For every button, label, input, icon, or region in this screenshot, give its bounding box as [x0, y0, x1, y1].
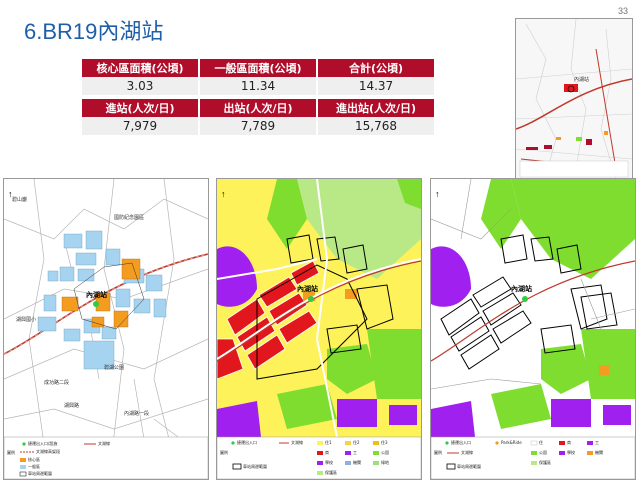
- left-legend-item-6: 車站周邊範圍: [28, 470, 52, 476]
- right-legend-title: 圖例: [434, 449, 442, 455]
- middle-legend-item-2: 文湖線: [291, 439, 303, 445]
- header-entries: 進站(人次/日): [82, 95, 198, 117]
- north-arrow-icon: ↑: [8, 189, 13, 199]
- page-number: 33: [617, 6, 628, 16]
- right-legend-item-9: 機關: [595, 449, 603, 455]
- map-zoning-land-use: 內湖站 ↑ 圖例 捷運出入口 文湖線 住1 住2 住3 商 工 公園 學校 機關…: [216, 178, 422, 480]
- left-map-place-3: 碧湖公園: [104, 364, 124, 371]
- header-general-area: 一般區面積(公頃): [200, 55, 316, 77]
- map-zone-boundary: 內湖站 碧山巖 湖興國小 碧湖公園 國防紀念園區 湖興路 內湖路一段 成功路二段…: [3, 178, 209, 480]
- left-legend-item-3: 文湖線高架段: [36, 448, 60, 454]
- right-legend-item-8: 學校: [567, 449, 575, 455]
- left-map-place-7: 成功路二段: [44, 379, 69, 386]
- value-general-area: 11.34: [200, 77, 316, 95]
- header-total-ridership: 進出站(人次/日): [318, 95, 434, 117]
- right-legend-item-5: 商: [567, 439, 571, 445]
- middle-legend-title: 圖例: [220, 449, 228, 455]
- north-arrow-icon: ↑: [435, 189, 440, 199]
- value-exits: 7,789: [200, 117, 316, 135]
- page-title: 6.BR19內湖站: [24, 19, 164, 44]
- left-legend-item-5: 一般區: [28, 463, 40, 469]
- middle-legend-item-4: 住2: [353, 439, 360, 445]
- middle-legend-item-11: 綠地: [381, 459, 389, 465]
- left-map-place-5: 湖興路: [64, 402, 79, 409]
- middle-legend-item-3: 住1: [325, 439, 332, 445]
- left-map-place-6: 內湖路一段: [124, 410, 149, 417]
- middle-legend-item-8: 公園: [381, 449, 389, 455]
- left-legend-item-2: 文湖線: [98, 440, 110, 446]
- middle-legend-item-1: 捷運出入口: [237, 439, 257, 445]
- value-total-area: 14.37: [318, 77, 434, 95]
- value-entries: 7,979: [82, 117, 198, 135]
- middle-legend-item-7: 工: [353, 450, 357, 455]
- header-exits: 出站(人次/日): [200, 95, 316, 117]
- middle-legend-item-13: 車站周邊範圍: [243, 463, 267, 469]
- left-map-station-label: 內湖站: [86, 290, 107, 299]
- value-total-ridership: 15,768: [318, 117, 434, 135]
- station-stats-table: 核心區面積(公頃) 一般區面積(公頃) 合計(公頃) 3.03 11.34 14…: [80, 55, 436, 135]
- left-legend-item-1: 捷運出入口/設施: [28, 440, 57, 446]
- header-core-area: 核心區面積(公頃): [82, 55, 198, 77]
- middle-map-station-label: 內湖站: [297, 284, 318, 293]
- value-core-area: 3.03: [82, 77, 198, 95]
- middle-legend-item-9: 學校: [325, 459, 333, 465]
- middle-legend-item-6: 商: [325, 449, 329, 455]
- middle-legend-item-5: 住3: [381, 439, 388, 445]
- middle-legend-item-10: 機關: [353, 459, 361, 465]
- right-legend-item-6: 工: [595, 440, 599, 445]
- right-legend-item-4: 住: [539, 439, 543, 445]
- right-legend-item-11: 車站周邊範圍: [457, 463, 481, 469]
- header-total-area: 合計(公頃): [318, 55, 434, 77]
- inset-location-map: 內湖站: [515, 18, 633, 180]
- left-legend-title: 圖例: [7, 449, 15, 455]
- right-legend-item-7: 公園: [539, 449, 547, 455]
- left-map-place-1: 碧山巖: [12, 196, 27, 203]
- map-land-use-outline: 內湖站 ↑ 圖例 捷運出入口 Park&Ride 文湖線 住 商 工 公園 學校…: [430, 178, 636, 480]
- right-legend-item-10: 保護區: [539, 459, 551, 465]
- inset-station-label: 內湖站: [574, 76, 589, 83]
- right-legend-item-3: 文湖線: [461, 449, 473, 455]
- right-map-station-label: 內湖站: [511, 284, 532, 293]
- left-map-place-2: 湖興國小: [16, 316, 36, 323]
- left-map-place-4: 國防紀念園區: [114, 214, 144, 221]
- middle-legend-item-12: 保護區: [325, 469, 337, 475]
- right-legend-item-2: Park&Ride: [501, 440, 522, 445]
- north-arrow-icon: ↑: [221, 189, 226, 199]
- right-legend-item-1: 捷運出入口: [451, 439, 471, 445]
- left-legend-item-4: 核心區: [28, 456, 40, 462]
